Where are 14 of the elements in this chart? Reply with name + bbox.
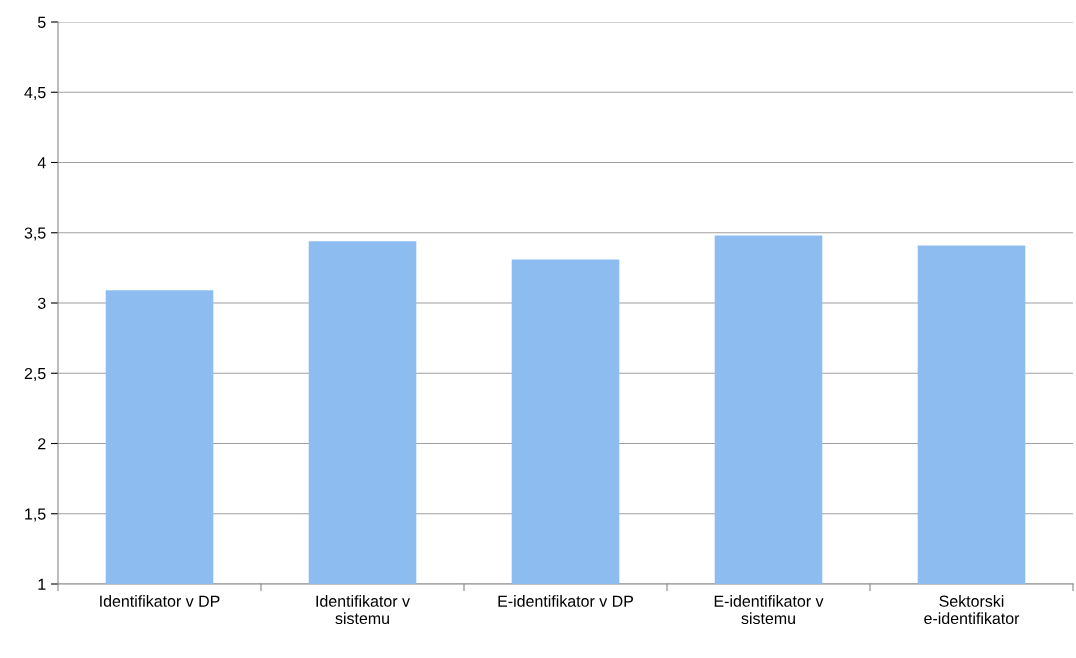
x-tick-label: Identifikator v DP <box>100 595 220 607</box>
y-tick-label: 4,5 <box>24 87 46 101</box>
y-tick-label: 1,5 <box>25 508 46 522</box>
x-tick-label: Identifikator v sistemu <box>316 595 410 625</box>
y-tick-label: 5 <box>37 16 46 28</box>
y-tick-label: 1 <box>38 578 46 590</box>
y-tick-label: 2,5 <box>24 367 46 382</box>
y-tick-label: 2 <box>38 438 46 450</box>
x-tick-label: Sektorski e-identifikator <box>924 595 1020 625</box>
x-tick-label: E-identifikator v sistemu <box>714 595 824 625</box>
y-tick-label: 3 <box>37 297 46 309</box>
y-tick-label: 3,5 <box>24 227 46 241</box>
y-tick-label: 4 <box>37 157 46 169</box>
x-tick-label: E-identifikator v DP <box>498 595 634 607</box>
